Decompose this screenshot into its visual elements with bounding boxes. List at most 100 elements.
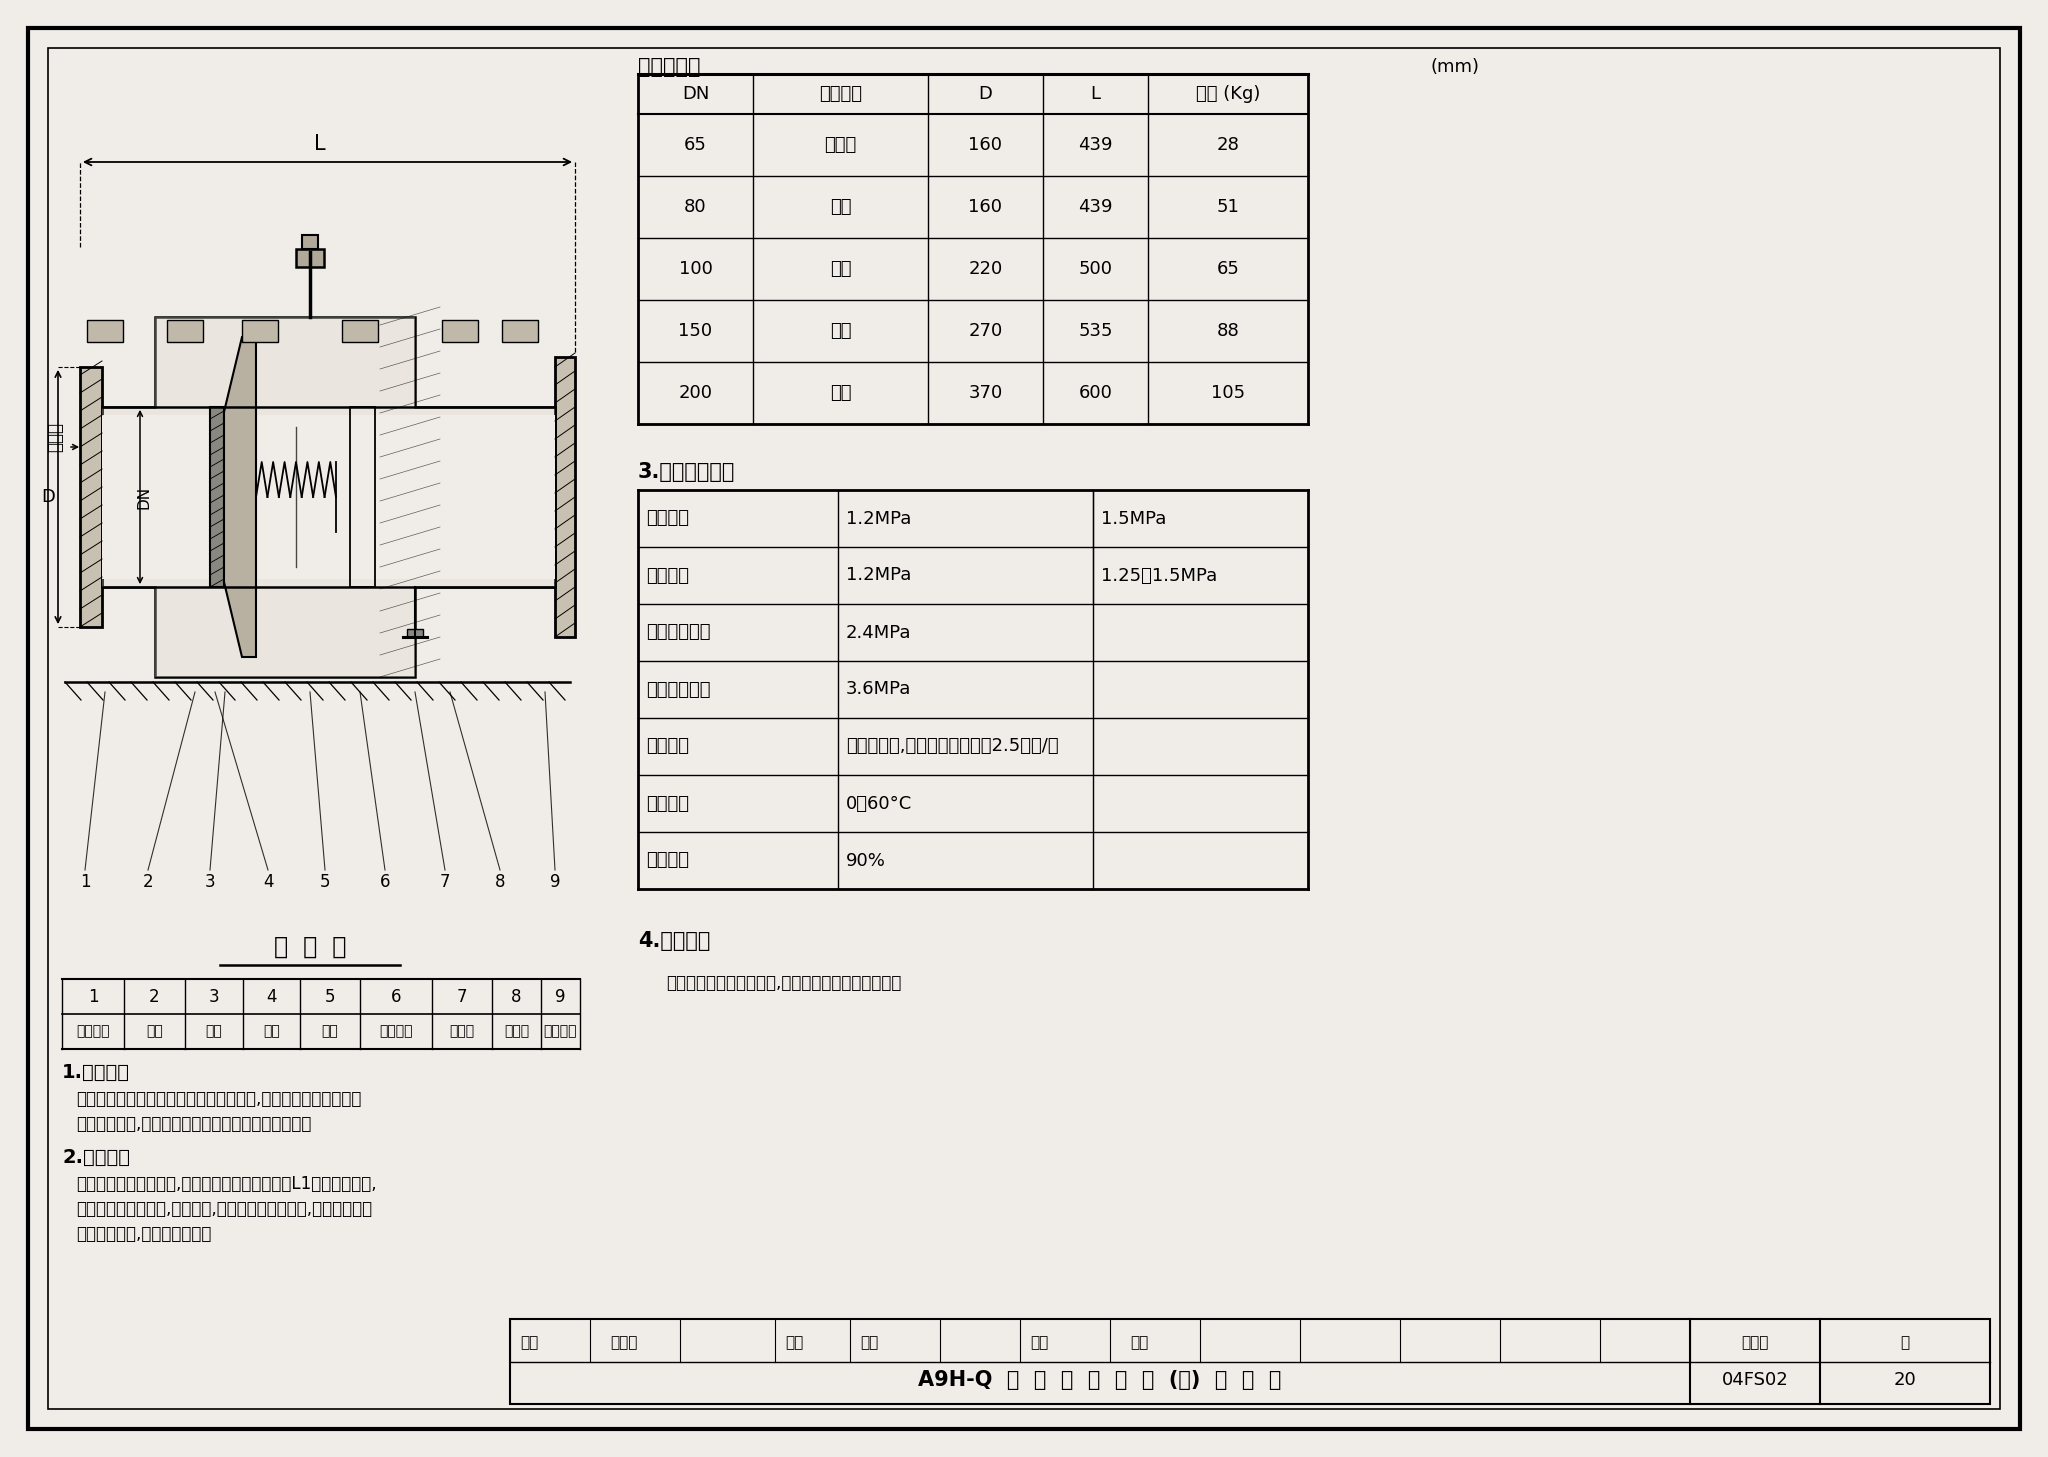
Bar <box>442 321 477 342</box>
Text: 5: 5 <box>326 988 336 1005</box>
Text: 法兰: 法兰 <box>829 322 852 339</box>
Text: 65: 65 <box>1217 259 1239 278</box>
Text: 220: 220 <box>969 259 1004 278</box>
Text: 4.安装要求: 4.安装要求 <box>639 931 711 951</box>
Text: 规格尺寸表: 规格尺寸表 <box>639 57 700 77</box>
Text: 9: 9 <box>549 873 561 892</box>
Text: 65: 65 <box>684 136 707 154</box>
Text: 法兰: 法兰 <box>829 385 852 402</box>
Text: 1: 1 <box>80 873 90 892</box>
Polygon shape <box>102 318 555 678</box>
Text: 极限使用压力: 极限使用压力 <box>645 624 711 641</box>
Text: 7: 7 <box>457 988 467 1005</box>
Text: 80: 80 <box>684 198 707 216</box>
Text: 该产品适用安装在防护工程给水管道起端,防止冲击波沿管道进入: 该产品适用安装在防护工程给水管道起端,防止冲击波沿管道进入 <box>76 1090 360 1107</box>
Text: 校对: 校对 <box>784 1335 803 1351</box>
Text: DN: DN <box>137 485 152 508</box>
Text: 冲击波: 冲击波 <box>45 423 63 452</box>
Text: 刘敏: 刘敏 <box>1130 1335 1149 1351</box>
Text: 阀体: 阀体 <box>322 1024 338 1039</box>
Text: 535: 535 <box>1077 322 1112 339</box>
Text: 连接方式: 连接方式 <box>819 85 862 103</box>
Text: 150: 150 <box>678 322 713 339</box>
Text: 3: 3 <box>209 988 219 1005</box>
Text: 强度试验压力: 强度试验压力 <box>645 680 711 698</box>
Text: 2.工作原理: 2.工作原理 <box>61 1148 129 1167</box>
Text: 工作压力: 工作压力 <box>645 567 688 584</box>
Text: 消波室: 消波室 <box>449 1024 475 1039</box>
Text: 1.5MPa: 1.5MPa <box>1102 510 1167 527</box>
Text: 200: 200 <box>678 385 713 402</box>
Text: 当冲击波压力进入时,阀板关闭,冲击波被挡在阀板前,已进入冲击波: 当冲击波压力进入时,阀板关闭,冲击波被挡在阀板前,已进入冲击波 <box>76 1201 373 1218</box>
Text: 4: 4 <box>262 873 272 892</box>
Text: D: D <box>41 488 55 506</box>
Text: A9H-Q  型  防  爆  波  阀  门  (乙)  选  用  图: A9H-Q 型 防 爆 波 阀 门 (乙) 选 用 图 <box>918 1370 1282 1390</box>
Text: 2: 2 <box>150 988 160 1005</box>
Text: 页: 页 <box>1901 1335 1909 1351</box>
Text: 3.6MPa: 3.6MPa <box>846 680 911 698</box>
Bar <box>211 407 223 587</box>
Text: 管螺纹: 管螺纹 <box>825 136 856 154</box>
Bar <box>168 321 203 342</box>
Polygon shape <box>102 415 555 578</box>
Text: 100: 100 <box>678 259 713 278</box>
Text: 安全装置: 安全装置 <box>379 1024 414 1039</box>
Text: 放水孔: 放水孔 <box>504 1024 528 1039</box>
Text: 无腐蚀性水,悬浮物含量不大于2.5毫克/升: 无腐蚀性水,悬浮物含量不大于2.5毫克/升 <box>846 737 1059 756</box>
Text: 郭郧: 郭郧 <box>860 1335 879 1351</box>
Text: 6: 6 <box>379 873 391 892</box>
Text: 阀座: 阀座 <box>262 1024 281 1039</box>
Bar <box>301 235 317 249</box>
Text: 8: 8 <box>496 873 506 892</box>
Text: 5: 5 <box>319 873 330 892</box>
Text: 1.适用范围: 1.适用范围 <box>61 1062 129 1081</box>
Text: 工程系统内部,从而保证防护系统内设备和人员安全。: 工程系统内部,从而保证防护系统内设备和人员安全。 <box>76 1115 311 1134</box>
Text: 6: 6 <box>391 988 401 1005</box>
Text: 法兰: 法兰 <box>829 198 852 216</box>
Text: 105: 105 <box>1210 385 1245 402</box>
Text: 20: 20 <box>1894 1371 1917 1389</box>
Text: 3: 3 <box>205 873 215 892</box>
Text: 2.4MPa: 2.4MPa <box>846 624 911 641</box>
Text: 2: 2 <box>143 873 154 892</box>
Text: 由消波室消波,起到消波作用。: 由消波室消波,起到消波作用。 <box>76 1225 211 1243</box>
Text: 90%: 90% <box>846 851 887 870</box>
Bar <box>350 407 375 587</box>
Text: 88: 88 <box>1217 322 1239 339</box>
Bar <box>80 367 102 627</box>
Polygon shape <box>223 337 256 657</box>
Bar <box>242 321 279 342</box>
Text: 阀板: 阀板 <box>145 1024 164 1039</box>
Bar <box>502 321 539 342</box>
Text: 适用介质: 适用介质 <box>645 737 688 756</box>
Text: D: D <box>979 85 993 103</box>
Text: 270: 270 <box>969 322 1004 339</box>
Text: 160: 160 <box>969 136 1004 154</box>
Text: 439: 439 <box>1077 136 1112 154</box>
Bar <box>408 629 424 637</box>
Text: 160: 160 <box>969 198 1004 216</box>
Text: 1.2MPa: 1.2MPa <box>846 567 911 584</box>
Text: 在正常工作压力范围内,阀板受弹簧强力支承距离L1介质正常流通,: 在正常工作压力范围内,阀板受弹簧强力支承距离L1介质正常流通, <box>76 1174 377 1193</box>
Bar <box>86 321 123 342</box>
Bar <box>342 321 379 342</box>
Text: 600: 600 <box>1079 385 1112 402</box>
Text: 构  造  图: 构 造 图 <box>274 935 346 959</box>
Text: DN: DN <box>682 85 709 103</box>
Text: 适用温度: 适用温度 <box>645 794 688 813</box>
Bar <box>297 249 324 267</box>
Text: 0～60°C: 0～60°C <box>846 794 911 813</box>
Text: 439: 439 <box>1077 198 1112 216</box>
Text: (mm): (mm) <box>1430 58 1479 76</box>
Text: 公称压力: 公称压力 <box>645 510 688 527</box>
Text: 1.25～1.5MPa: 1.25～1.5MPa <box>1102 567 1217 584</box>
Text: 图集号: 图集号 <box>1741 1335 1769 1351</box>
Text: 51: 51 <box>1217 198 1239 216</box>
Text: 出水法兰: 出水法兰 <box>545 1024 578 1039</box>
Text: 设计: 设计 <box>1030 1335 1049 1351</box>
Text: 3.主要技术参数: 3.主要技术参数 <box>639 462 735 482</box>
Bar <box>510 1319 1991 1405</box>
Text: 500: 500 <box>1079 259 1112 278</box>
Text: 1: 1 <box>88 988 98 1005</box>
Text: 7: 7 <box>440 873 451 892</box>
